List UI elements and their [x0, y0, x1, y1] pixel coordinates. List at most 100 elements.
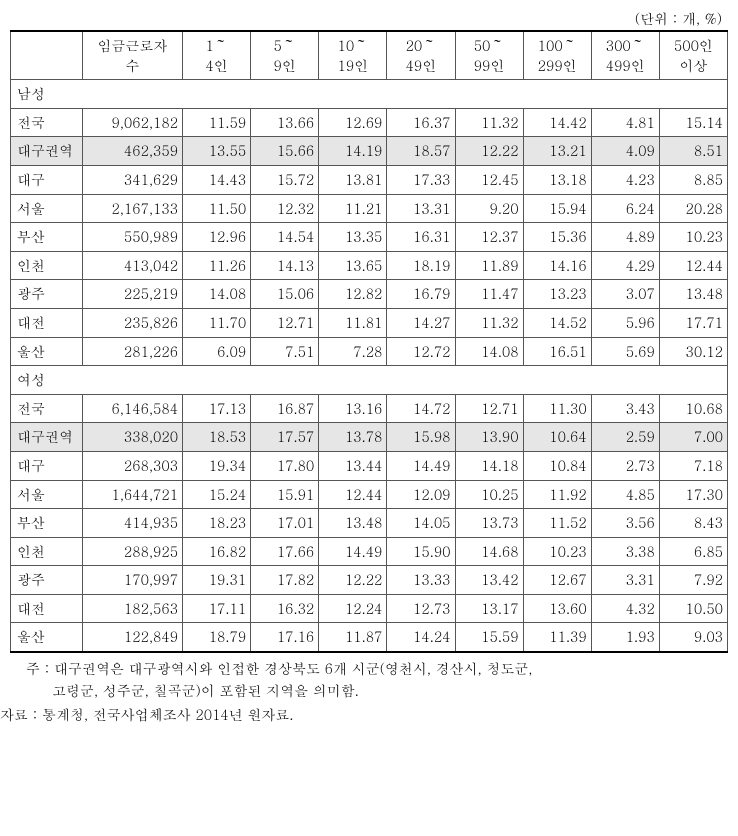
region-cell: 전국: [11, 108, 83, 137]
value-cell: 12.22: [319, 566, 387, 595]
value-cell: 12.24: [319, 594, 387, 623]
value-cell: 13.48: [659, 280, 727, 309]
value-cell: 14.49: [319, 537, 387, 566]
value-cell: 170,997: [82, 566, 182, 595]
value-cell: 11.52: [523, 509, 591, 538]
value-cell: 14.24: [387, 623, 455, 652]
value-cell: 6,146,584: [82, 394, 182, 423]
region-cell: 인천: [11, 251, 83, 280]
value-cell: 15.98: [387, 423, 455, 452]
section-header: 여성: [11, 366, 728, 395]
value-cell: 10.68: [659, 394, 727, 423]
value-cell: 3.07: [591, 280, 659, 309]
value-cell: 13.81: [319, 165, 387, 194]
value-cell: 4.32: [591, 594, 659, 623]
value-cell: 12.22: [455, 137, 523, 166]
value-cell: 225,219: [82, 280, 182, 309]
region-cell: 대구: [11, 165, 83, 194]
region-cell: 서울: [11, 194, 83, 223]
value-cell: 14.68: [455, 537, 523, 566]
value-cell: 11.59: [183, 108, 251, 137]
value-cell: 12.67: [523, 566, 591, 595]
data-table: 임금근로자수 1～4인 5～9인 10～19인 20～49인 50～99인 10…: [10, 30, 728, 653]
value-cell: 550,989: [82, 223, 182, 252]
col-blank: [11, 31, 83, 80]
value-cell: 13.90: [455, 423, 523, 452]
value-cell: 3.38: [591, 537, 659, 566]
value-cell: 4.09: [591, 137, 659, 166]
col-500plus: 500인이상: [659, 31, 727, 80]
value-cell: 5.69: [591, 337, 659, 366]
value-cell: 3.56: [591, 509, 659, 538]
value-cell: 12.09: [387, 480, 455, 509]
region-cell: 광주: [11, 566, 83, 595]
col-50-99: 50～99인: [455, 31, 523, 80]
value-cell: 7.18: [659, 451, 727, 480]
value-cell: 341,629: [82, 165, 182, 194]
region-cell: 부산: [11, 509, 83, 538]
value-cell: 13.33: [387, 566, 455, 595]
value-cell: 4.23: [591, 165, 659, 194]
value-cell: 12.82: [319, 280, 387, 309]
value-cell: 6.85: [659, 537, 727, 566]
region-cell: 대구권역: [11, 137, 83, 166]
value-cell: 16.31: [387, 223, 455, 252]
value-cell: 16.37: [387, 108, 455, 137]
col-100-299: 100～299인: [523, 31, 591, 80]
value-cell: 10.84: [523, 451, 591, 480]
value-cell: 15.59: [455, 623, 523, 652]
value-cell: 15.72: [251, 165, 319, 194]
value-cell: 15.91: [251, 480, 319, 509]
value-cell: 12.32: [251, 194, 319, 223]
value-cell: 16.79: [387, 280, 455, 309]
value-cell: 15.94: [523, 194, 591, 223]
value-cell: 17.66: [251, 537, 319, 566]
value-cell: 18.19: [387, 251, 455, 280]
value-cell: 16.32: [251, 594, 319, 623]
value-cell: 11.39: [523, 623, 591, 652]
value-cell: 15.66: [251, 137, 319, 166]
region-cell: 전국: [11, 394, 83, 423]
region-cell: 광주: [11, 280, 83, 309]
value-cell: 12.73: [387, 594, 455, 623]
value-cell: 7.00: [659, 423, 727, 452]
value-cell: 30.12: [659, 337, 727, 366]
value-cell: 6.24: [591, 194, 659, 223]
value-cell: 13.16: [319, 394, 387, 423]
value-cell: 11.87: [319, 623, 387, 652]
value-cell: 11.70: [183, 308, 251, 337]
value-cell: 11.81: [319, 308, 387, 337]
value-cell: 11.89: [455, 251, 523, 280]
region-cell: 대전: [11, 308, 83, 337]
value-cell: 14.08: [183, 280, 251, 309]
value-cell: 11.92: [523, 480, 591, 509]
value-cell: 13.73: [455, 509, 523, 538]
value-cell: 12.72: [387, 337, 455, 366]
value-cell: 17.57: [251, 423, 319, 452]
value-cell: 10.64: [523, 423, 591, 452]
value-cell: 17.33: [387, 165, 455, 194]
region-cell: 대전: [11, 594, 83, 623]
value-cell: 13.31: [387, 194, 455, 223]
value-cell: 11.26: [183, 251, 251, 280]
region-cell: 대구권역: [11, 423, 83, 452]
value-cell: 13.48: [319, 509, 387, 538]
value-cell: 13.35: [319, 223, 387, 252]
value-cell: 12.45: [455, 165, 523, 194]
value-cell: 2.59: [591, 423, 659, 452]
value-cell: 14.72: [387, 394, 455, 423]
value-cell: 12.69: [319, 108, 387, 137]
value-cell: 18.57: [387, 137, 455, 166]
value-cell: 7.51: [251, 337, 319, 366]
value-cell: 2,167,133: [82, 194, 182, 223]
value-cell: 2.73: [591, 451, 659, 480]
region-cell: 인천: [11, 537, 83, 566]
value-cell: 122,849: [82, 623, 182, 652]
value-cell: 1.93: [591, 623, 659, 652]
value-cell: 19.34: [183, 451, 251, 480]
value-cell: 11.21: [319, 194, 387, 223]
value-cell: 12.44: [319, 480, 387, 509]
region-cell: 울산: [11, 623, 83, 652]
value-cell: 14.16: [523, 251, 591, 280]
value-cell: 17.11: [183, 594, 251, 623]
